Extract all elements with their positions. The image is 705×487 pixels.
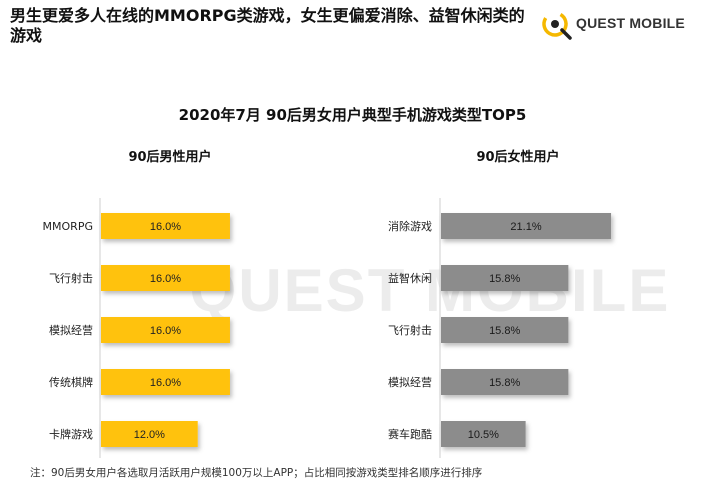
female-value-label-2: 15.8% bbox=[489, 273, 520, 285]
chart-title: 2020年7月 90后男女用户典型手机游戏类型TOP5 bbox=[178, 106, 527, 124]
female-category-label-5: 赛车跑酷 bbox=[388, 427, 432, 441]
female-bar-4 bbox=[441, 369, 569, 395]
male-bar-3 bbox=[101, 317, 230, 343]
female-value-label-3: 15.8% bbox=[489, 325, 520, 337]
male-bar-5 bbox=[101, 421, 198, 447]
male-category-label-4: 传统棋牌 bbox=[49, 375, 93, 389]
female-category-label-3: 飞行射击 bbox=[388, 323, 432, 337]
brand-name: QUEST MOBILE bbox=[576, 15, 685, 31]
female-bar-5 bbox=[441, 421, 526, 447]
brand-logo: QUEST MOBILE bbox=[540, 8, 700, 42]
female-category-label-1: 消除游戏 bbox=[388, 219, 432, 233]
male-panel-title: 90后男性用户 bbox=[128, 150, 212, 165]
questmobile-logo-icon bbox=[542, 11, 572, 40]
male-value-label-5: 12.0% bbox=[134, 429, 165, 441]
female-value-label-1: 21.1% bbox=[510, 221, 541, 233]
footnote: 注：90后男女用户各选取月活跃用户规模100万以上APP；占比相同按游戏类型排名… bbox=[30, 467, 483, 479]
female-bar-2 bbox=[441, 265, 569, 291]
female-category-label-4: 模拟经营 bbox=[388, 375, 432, 389]
male-value-label-3: 16.0% bbox=[150, 325, 181, 337]
male-value-label-1: 16.0% bbox=[150, 221, 181, 233]
male-bar-1 bbox=[101, 213, 230, 239]
male-category-label-5: 卡牌游戏 bbox=[49, 427, 93, 441]
female-value-label-5: 10.5% bbox=[468, 429, 499, 441]
female-bar-3 bbox=[441, 317, 569, 343]
male-category-label-1: MMORPG bbox=[43, 220, 93, 233]
male-value-label-4: 16.0% bbox=[150, 377, 181, 389]
watermark-text: QUEST MOBILE bbox=[189, 257, 671, 324]
female-panel-title: 90后女性用户 bbox=[476, 150, 560, 165]
page-headline: 男生更爱多人在线的MMORPG类游戏，女生更偏爱消除、益智休闲类的游戏 bbox=[10, 6, 525, 45]
female-category-label-2: 益智休闲 bbox=[388, 271, 432, 285]
male-category-label-3: 模拟经营 bbox=[49, 323, 93, 337]
male-bar-2 bbox=[101, 265, 230, 291]
male-bar-4 bbox=[101, 369, 230, 395]
male-value-label-2: 16.0% bbox=[150, 273, 181, 285]
female-value-label-4: 15.8% bbox=[489, 377, 520, 389]
male-category-label-2: 飞行射击 bbox=[49, 271, 93, 285]
female-bar-1 bbox=[441, 213, 612, 239]
